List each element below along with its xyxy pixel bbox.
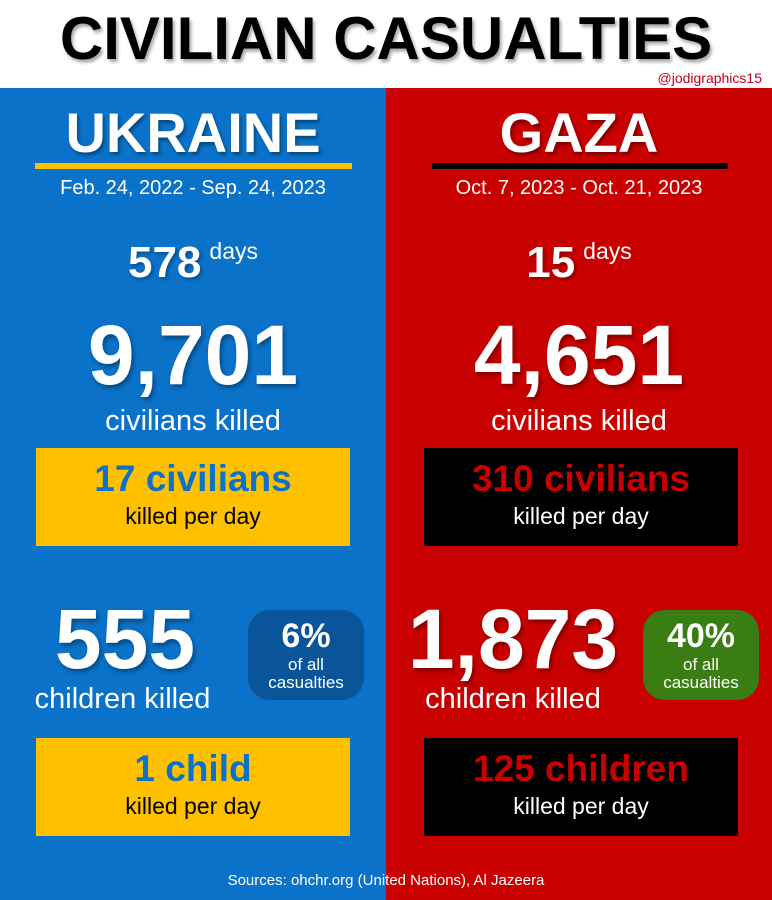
gaza-children-per-day-box: 125 children killed per day [424,738,738,836]
gaza-days: 15 days [386,226,772,298]
gaza-underline [432,163,728,169]
gaza-panel: GAZA Oct. 7, 2023 - Oct. 21, 2023 15 days… [386,88,772,900]
days-count: 578 [127,238,202,287]
gaza-heading: GAZA [499,101,659,164]
per-day-label: killed per day [125,503,261,529]
ukraine-children-killed: 555 [54,592,196,686]
gaza-children-killed: 1,873 [407,592,619,686]
per-day-label: killed per day [125,793,261,819]
per-day-label: killed per day [513,793,649,819]
ukraine-civilians-per-day-box: 17 civilians killed per day [36,448,350,546]
ukraine-civilians-killed: 9,701 [87,308,299,402]
days-unit: days [583,238,632,264]
gaza-civilians-label: civilians killed [491,405,667,437]
ukraine-heading: UKRAINE [65,101,321,164]
page-title: CIVILIAN CASUALTIES [59,5,713,72]
pct-value: 6% [281,617,331,655]
gaza-civilians-killed: 4,651 [473,308,685,402]
ukraine-children-per-day-box: 1 child killed per day [36,738,350,836]
ukraine-days: 578 days [0,226,386,298]
days-count: 15 [526,238,576,287]
ukraine-civilians-label: civilians killed [105,405,281,437]
pct-label: of all casualties [663,655,739,692]
author-handle: @jodigraphics15 [657,70,763,86]
ukraine-civilians-per-day: 17 civilians [94,458,292,499]
gaza-children-label: children killed [425,683,601,715]
ukraine-children-per-day: 1 child [134,748,252,789]
pct-value: 40% [666,617,736,655]
pct-label: of all casualties [268,655,344,692]
gaza-civilians-per-day-box: 310 civilians killed per day [424,448,738,546]
gaza-dates: Oct. 7, 2023 - Oct. 21, 2023 [455,177,703,199]
sources: Sources: ohchr.org (United Nations), Al … [227,872,545,889]
per-day-label: killed per day [513,503,649,529]
days-unit: days [209,238,258,264]
ukraine-children-pct-badge: 6% of all casualties [248,610,364,700]
gaza-civilians-per-day: 310 civilians [471,458,691,499]
ukraine-underline [35,163,352,169]
ukraine-children-label: children killed [34,683,211,715]
gaza-children-per-day: 125 children [473,748,689,789]
ukraine-panel: UKRAINE Feb. 24, 2022 - Sep. 24, 2023 57… [0,88,386,900]
ukraine-dates: Feb. 24, 2022 - Sep. 24, 2023 [60,177,326,199]
gaza-children-pct-badge: 40% of all casualties [643,610,759,700]
